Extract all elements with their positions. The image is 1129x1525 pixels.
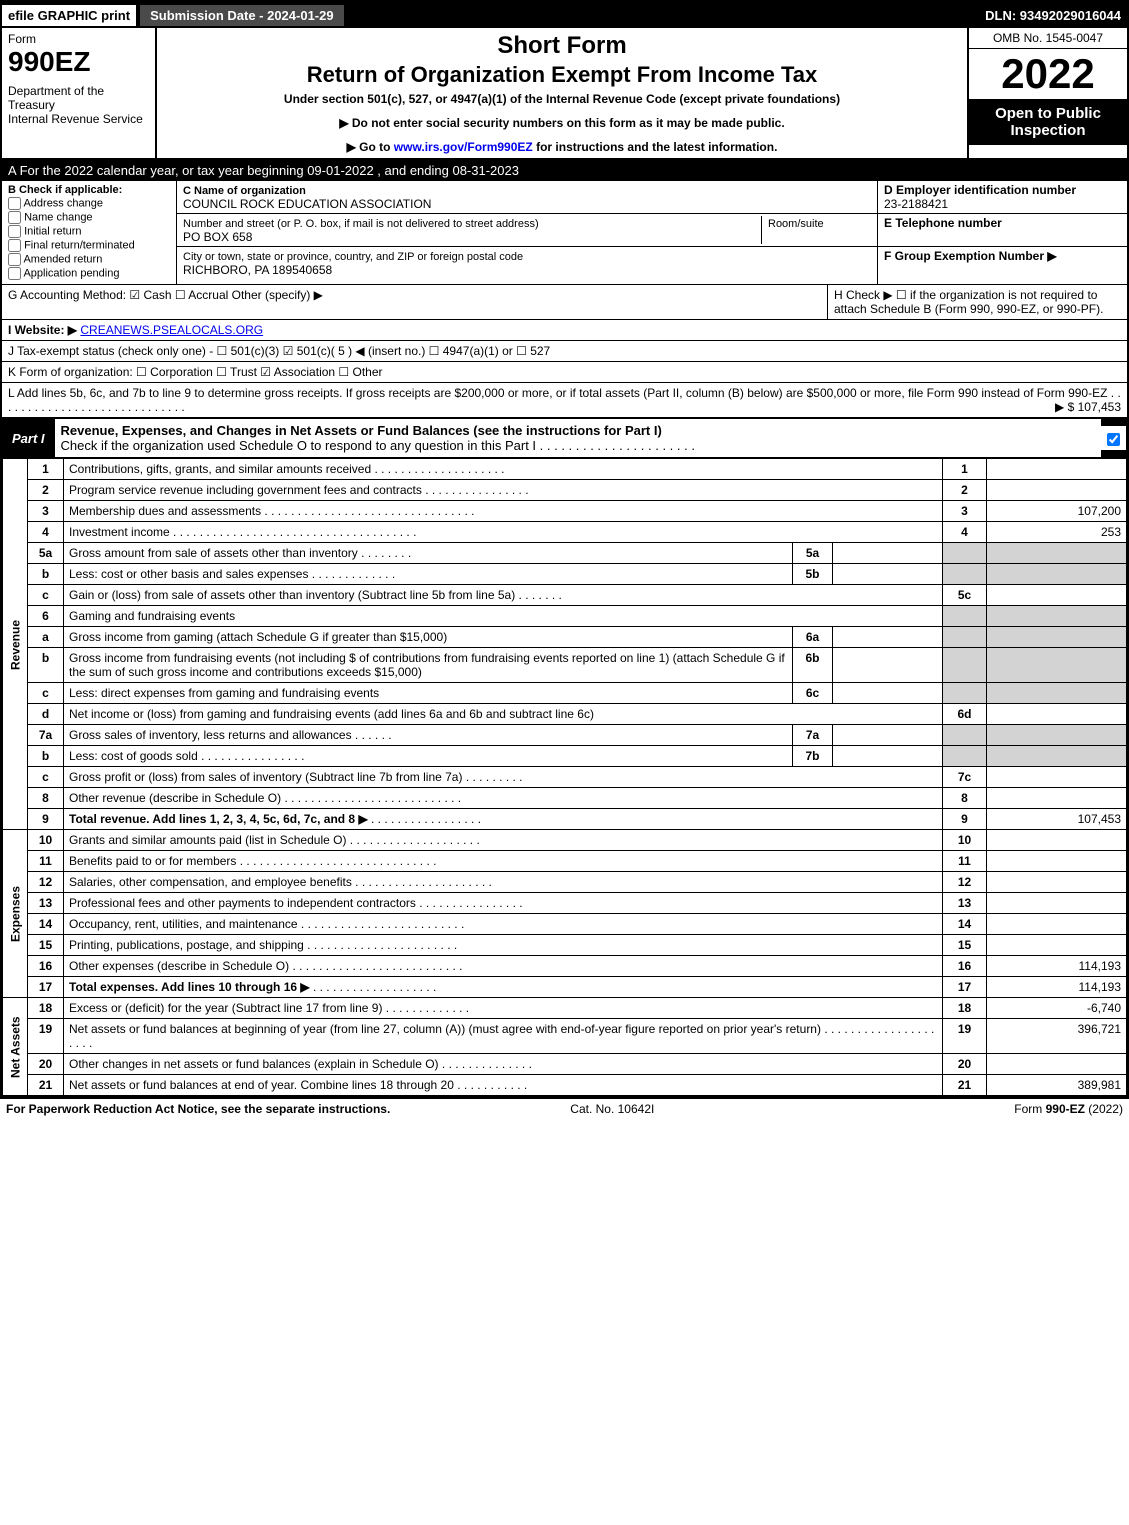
- gross-receipts: ▶ $ 107,453: [1055, 400, 1121, 414]
- topbar: efile GRAPHIC print Submission Date - 20…: [2, 2, 1127, 28]
- short-form-label: Short Form: [165, 32, 959, 60]
- line-h: H Check ▶ ☐ if the organization is not r…: [827, 285, 1127, 319]
- footer-right: Form 990-EZ (2022): [1014, 1102, 1123, 1116]
- amt-1: [987, 459, 1127, 480]
- f-label: F Group Exemption Number ▶: [884, 249, 1057, 263]
- form-number: 990EZ: [8, 46, 149, 78]
- amt-8: [987, 788, 1127, 809]
- street-address: PO BOX 658: [183, 230, 252, 244]
- e-label: E Telephone number: [884, 216, 1002, 230]
- section-bcdef: B Check if applicable: Address change Na…: [2, 181, 1127, 285]
- amt-10: [987, 830, 1127, 851]
- header-left: Form 990EZ Department of the Treasury In…: [2, 28, 157, 158]
- tax-year: 2022: [969, 49, 1127, 99]
- amt-6d: [987, 704, 1127, 725]
- part-1-table: Revenue 1 Contributions, gifts, grants, …: [2, 458, 1127, 1096]
- netassets-label: Net Assets: [3, 998, 28, 1096]
- line-a: A For the 2022 calendar year, or tax yea…: [2, 160, 1127, 181]
- subtitle-1: Under section 501(c), 527, or 4947(a)(1)…: [165, 92, 959, 106]
- header-center: Short Form Return of Organization Exempt…: [157, 28, 967, 158]
- amt-2: [987, 480, 1127, 501]
- amt-17: 114,193: [987, 977, 1127, 998]
- dln: DLN: 93492029016044: [985, 8, 1127, 23]
- footer: For Paperwork Reduction Act Notice, see …: [0, 1098, 1129, 1119]
- irs-link[interactable]: www.irs.gov/Form990EZ: [394, 140, 533, 154]
- chk-address-change[interactable]: Address change: [8, 197, 170, 210]
- website-link[interactable]: CREANEWS.PSEALOCALS.ORG: [80, 323, 263, 337]
- line-k: K Form of organization: ☐ Corporation ☐ …: [2, 362, 1127, 383]
- amt-21: 389,981: [987, 1075, 1127, 1096]
- footer-catno: Cat. No. 10642I: [570, 1102, 654, 1116]
- line-j: J Tax-exempt status (check only one) - ☐…: [2, 341, 1127, 362]
- header-right: OMB No. 1545-0047 2022 Open to Public In…: [967, 28, 1127, 158]
- org-name: COUNCIL ROCK EDUCATION ASSOCIATION: [183, 197, 431, 211]
- line-i: I Website: ▶ CREANEWS.PSEALOCALS.ORG: [2, 320, 1127, 341]
- amt-9: 107,453: [987, 809, 1127, 830]
- inspection-label: Open to Public Inspection: [969, 99, 1127, 145]
- ein: 23-2188421: [884, 197, 948, 211]
- efile-label: efile GRAPHIC print: [2, 5, 136, 26]
- header: Form 990EZ Department of the Treasury In…: [2, 28, 1127, 160]
- chk-initial-return[interactable]: Initial return: [8, 225, 170, 238]
- form-word: Form: [8, 32, 149, 46]
- amt-16: 114,193: [987, 956, 1127, 977]
- amt-3: 107,200: [987, 501, 1127, 522]
- footer-left: For Paperwork Reduction Act Notice, see …: [6, 1102, 390, 1116]
- amt-11: [987, 851, 1127, 872]
- chk-final-return[interactable]: Final return/terminated: [8, 239, 170, 252]
- c-street-label: Number and street (or P. O. box, if mail…: [183, 218, 539, 230]
- section-def: D Employer identification number 23-2188…: [877, 181, 1127, 284]
- subtitle-2: ▶ Do not enter social security numbers o…: [165, 116, 959, 130]
- subtitle-3: ▶ Go to www.irs.gov/Form990EZ for instru…: [165, 140, 959, 154]
- amt-7c: [987, 767, 1127, 788]
- room-label: Room/suite: [768, 218, 824, 230]
- amt-18: -6,740: [987, 998, 1127, 1019]
- amt-14: [987, 914, 1127, 935]
- d-label: D Employer identification number: [884, 183, 1076, 197]
- amt-4: 253: [987, 522, 1127, 543]
- c-city-label: City or town, state or province, country…: [183, 251, 523, 263]
- chk-amended-return[interactable]: Amended return: [8, 253, 170, 266]
- part-1-checkbox[interactable]: [1101, 425, 1127, 450]
- expenses-label: Expenses: [3, 830, 28, 998]
- amt-13: [987, 893, 1127, 914]
- city-state-zip: RICHBORO, PA 189540658: [183, 263, 332, 277]
- chk-application-pending[interactable]: Application pending: [8, 267, 170, 280]
- amt-19: 396,721: [987, 1019, 1127, 1054]
- amt-12: [987, 872, 1127, 893]
- omb-number: OMB No. 1545-0047: [969, 28, 1127, 49]
- c-name-label: C Name of organization: [183, 185, 306, 197]
- section-c: C Name of organization COUNCIL ROCK EDUC…: [177, 181, 877, 284]
- amt-15: [987, 935, 1127, 956]
- section-b: B Check if applicable: Address change Na…: [2, 181, 177, 284]
- part-1-label: Part I: [2, 427, 55, 450]
- part-1-title: Revenue, Expenses, and Changes in Net As…: [55, 418, 1101, 458]
- b-label: B Check if applicable:: [8, 184, 170, 196]
- line-l: L Add lines 5b, 6c, and 7b to line 9 to …: [2, 383, 1127, 418]
- form-title: Return of Organization Exempt From Incom…: [165, 62, 959, 88]
- part-1-header: Part I Revenue, Expenses, and Changes in…: [2, 418, 1127, 458]
- submission-date: Submission Date - 2024-01-29: [140, 5, 344, 26]
- revenue-label: Revenue: [3, 459, 28, 830]
- amt-5c: [987, 585, 1127, 606]
- chk-name-change[interactable]: Name change: [8, 211, 170, 224]
- form-990ez: efile GRAPHIC print Submission Date - 20…: [0, 0, 1129, 1098]
- department: Department of the Treasury Internal Reve…: [8, 84, 149, 126]
- line-g: G Accounting Method: ☑ Cash ☐ Accrual Ot…: [2, 285, 827, 319]
- amt-20: [987, 1054, 1127, 1075]
